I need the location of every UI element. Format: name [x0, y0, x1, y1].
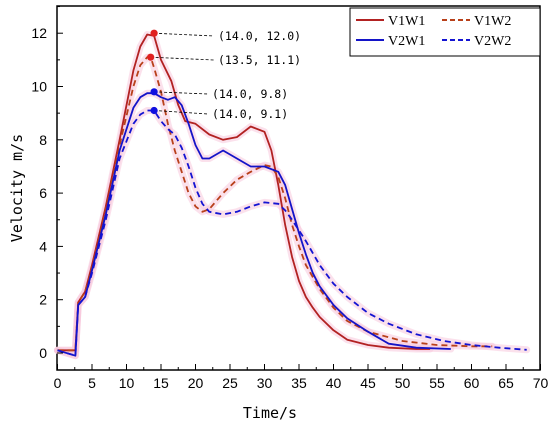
peak-marker-v2w1 [150, 88, 158, 96]
halo-layer [54, 31, 531, 360]
annotation-leader-v1w1 [154, 32, 215, 37]
y-tick-label-8: 8 [39, 132, 47, 148]
y-tick-label-0: 0 [39, 345, 47, 361]
peak-label-v1w2: (13.5, 11.1) [218, 53, 301, 67]
x-tick-label-5: 5 [88, 375, 96, 391]
peak-marker-v2w2 [150, 106, 158, 115]
peak-label-v1w1: (14.0, 12.0) [218, 29, 301, 43]
x-tick-label-65: 65 [498, 375, 514, 391]
annotation-leader-v1w2 [150, 56, 215, 61]
series-line-v1w1 [57, 33, 431, 352]
annotation-leader-v2w2 [154, 110, 209, 115]
x-axis-title: Time/s [243, 404, 297, 422]
annotation-leader-v2w1 [154, 91, 209, 95]
x-tick-label-50: 50 [395, 375, 411, 391]
x-tick-label-35: 35 [291, 375, 307, 391]
series-layer [57, 33, 527, 357]
y-tick-label-12: 12 [31, 25, 47, 41]
legend-label-v2w2: V2W2 [474, 34, 511, 49]
x-tick-label-15: 15 [153, 375, 169, 391]
y-axis-title: Velocity m/s [8, 134, 26, 242]
x-tick-label-45: 45 [360, 375, 376, 391]
peak-label-v2w1: (14.0, 9.8) [212, 87, 288, 101]
x-tick-label-0: 0 [54, 375, 62, 391]
peak-marker-v1w1 [150, 29, 158, 37]
y-tick-label-6: 6 [39, 185, 47, 201]
legend-box [349, 7, 541, 57]
y-tick-label-2: 2 [39, 292, 47, 308]
series-line-v1w2 [57, 56, 493, 352]
x-tick-label-25: 25 [222, 375, 238, 391]
legend-label-v1w2: V1W2 [474, 14, 511, 29]
series-line-v2w1 [57, 92, 451, 357]
legend-label-v1w1: V1W1 [388, 14, 425, 29]
x-tick-label-70: 70 [533, 375, 549, 391]
y-tick-label-4: 4 [39, 238, 47, 254]
legend-label-v2w1: V2W1 [388, 34, 425, 49]
peak-label-v2w2: (14.0, 9.1) [212, 107, 288, 121]
x-tick-label-40: 40 [326, 375, 342, 391]
halo-v2w1 [54, 89, 455, 360]
y-axis: 0 2 4 6 8 10 12 [31, 6, 63, 361]
annotation-layer: (14.0, 12.0) (13.5, 11.1) (14.0, 9.8) (14.0… [147, 29, 301, 121]
y-tick-label-10: 10 [31, 79, 47, 95]
x-tick-label-30: 30 [257, 375, 273, 391]
x-tick-label-20: 20 [188, 375, 204, 391]
series-line-v2w2 [57, 109, 527, 357]
legend: V1W1 V1W2 V2W1 V2W2 [349, 7, 541, 57]
x-axis: 0 5 10 15 20 25 30 35 40 45 50 55 60 65 70 [54, 364, 549, 391]
x-tick-label-60: 60 [464, 375, 480, 391]
x-tick-label-10: 10 [119, 375, 135, 391]
x-tick-label-55: 55 [429, 375, 445, 391]
peak-marker-v1w2 [147, 53, 155, 61]
